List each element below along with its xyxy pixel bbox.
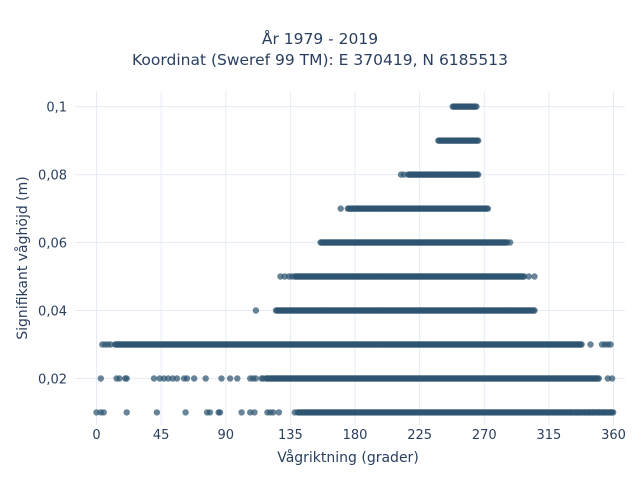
data-point: [182, 409, 189, 416]
x-axis-ticks: 0 45 90 135 180 225 270 315 360: [92, 428, 626, 443]
data-point: [607, 409, 614, 416]
data-point: [291, 409, 298, 416]
data-point: [531, 273, 538, 280]
data-point: [525, 273, 532, 280]
data-point: [123, 375, 130, 382]
x-tick-label: 135: [278, 428, 303, 443]
data-point: [206, 409, 214, 416]
data-point: [191, 375, 198, 382]
x-tick-label: 180: [343, 428, 368, 443]
data-point: [531, 307, 538, 314]
data-point: [475, 137, 482, 144]
x-tick-label: 45: [153, 428, 170, 443]
grid: [75, 91, 625, 425]
data-point: [123, 409, 130, 416]
chart-title-line2: Koordinat (Sweref 99 TM): E 370419, N 61…: [132, 51, 508, 69]
data-point: [218, 375, 225, 382]
data-point: [252, 307, 260, 314]
data-point: [587, 341, 594, 348]
data-point: [116, 375, 123, 382]
y-tick-label: 0,06: [38, 237, 67, 252]
x-tick-label: 270: [472, 428, 497, 443]
x-axis-label: Vågriktning (grader): [277, 449, 419, 466]
y-axis-ticks: 0,02 0,04 0,06 0,08 0,1: [38, 101, 67, 388]
data-point: [252, 375, 260, 382]
data-point: [574, 409, 581, 416]
data-point: [100, 409, 107, 416]
data-point: [595, 375, 602, 382]
data-point: [578, 341, 585, 348]
x-tick-label: 360: [601, 428, 626, 443]
data-point: [288, 273, 295, 280]
data-point: [153, 409, 161, 416]
data-point: [400, 171, 408, 178]
data-point: [238, 409, 245, 416]
data-point: [506, 239, 514, 246]
y-axis-label: Signifikant våghöjd (m): [14, 176, 31, 339]
data-point: [337, 205, 344, 212]
data-point: [259, 375, 267, 382]
data-point: [484, 205, 492, 212]
data-point: [165, 375, 172, 382]
data-point: [251, 409, 258, 416]
data-point: [596, 409, 603, 416]
data-point: [590, 409, 597, 416]
data-point: [520, 273, 528, 280]
data-point: [275, 409, 283, 416]
y-tick-label: 0,08: [38, 169, 67, 184]
data-point: [173, 375, 181, 382]
data-point: [97, 375, 105, 382]
data-point: [473, 103, 480, 110]
data-point: [608, 375, 616, 382]
data-point: [226, 375, 234, 382]
data-point: [270, 409, 277, 416]
data-point: [234, 375, 241, 382]
data-point: [183, 375, 191, 382]
data-point: [202, 375, 209, 382]
scatter-points: [93, 103, 617, 416]
y-tick-label: 0,04: [38, 304, 67, 319]
data-point: [150, 375, 158, 382]
x-tick-label: 225: [407, 428, 432, 443]
x-tick-label: 0: [92, 428, 100, 443]
data-point: [475, 171, 482, 178]
y-tick-label: 0,02: [38, 372, 67, 387]
data-point: [607, 341, 614, 348]
chart-title-line1: År 1979 - 2019: [261, 30, 379, 48]
x-tick-label: 315: [536, 428, 561, 443]
data-point: [601, 409, 609, 416]
x-tick-label: 90: [218, 428, 235, 443]
data-point: [216, 409, 224, 416]
y-tick-label: 0,1: [46, 101, 67, 116]
data-point: [567, 409, 574, 416]
data-point: [107, 341, 115, 348]
